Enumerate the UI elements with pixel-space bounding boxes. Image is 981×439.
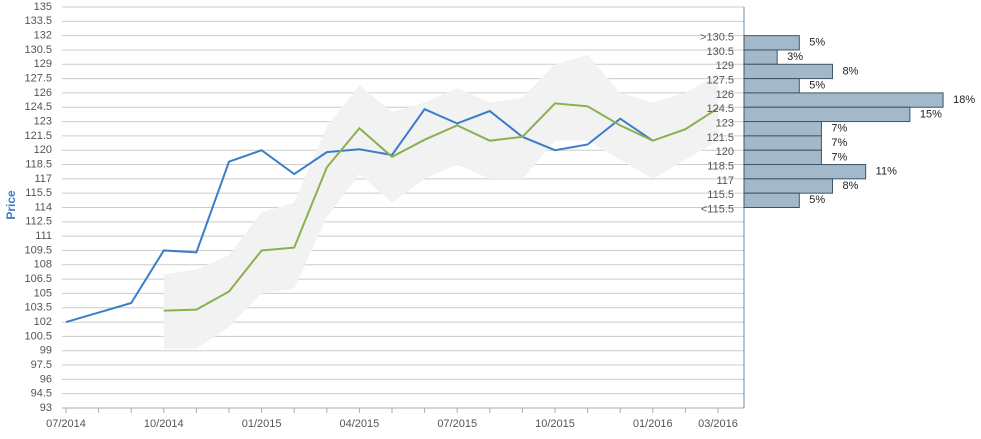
hist-bar [743, 78, 800, 94]
hist-label: 118.5 [707, 160, 734, 172]
y-tick-label: 94.5 [31, 388, 52, 400]
y-tick-label: 133.5 [24, 15, 52, 27]
x-tick-label: 10/2015 [535, 418, 575, 430]
x-tick-label: 01/2015 [242, 418, 282, 430]
x-tick-label: 07/2014 [46, 418, 86, 430]
hist-value-label: 11% [876, 166, 897, 178]
hist-bar [743, 121, 822, 137]
x-tick-label: 10/2014 [144, 418, 184, 430]
y-tick-label: 109.5 [24, 244, 52, 256]
price-line [65, 107, 654, 324]
y-tick-label: 93 [40, 402, 52, 414]
hist-bar [743, 106, 911, 123]
y-tick-label: 96 [40, 373, 52, 385]
y-tick-label: 132 [34, 30, 52, 42]
y-tick-label: 115.5 [25, 187, 52, 199]
x-tick-label: 03/2016 [698, 418, 738, 430]
hist-bar [743, 92, 944, 108]
hist-value-label: 7% [831, 137, 847, 149]
y-tick-label: 120 [34, 144, 52, 156]
y-tick-label: 123 [34, 115, 52, 127]
y-tick-label: 117 [34, 173, 52, 185]
hist-value-label: 7% [831, 123, 847, 135]
x-tick-label: 07/2015 [437, 418, 477, 430]
hist-label: 124.5 [706, 103, 734, 115]
y-tick-label: 102 [34, 316, 52, 328]
y-tick-label: 103.5 [24, 302, 52, 314]
hist-bar [743, 135, 822, 151]
y-tick-label: 108 [34, 259, 52, 271]
y-tick-label: 105 [34, 287, 52, 299]
y-tick-label: 126 [34, 87, 52, 99]
y-tick-label: 114 [34, 201, 52, 213]
hist-bar [743, 178, 833, 194]
hist-bar [743, 149, 822, 166]
hist-value-label: 5% [809, 80, 825, 92]
y-tick-label: 118.5 [25, 158, 52, 170]
hist-bar [743, 192, 800, 209]
x-tick-label: 01/2016 [633, 418, 673, 430]
y-tick-label: 100.5 [24, 330, 52, 342]
y-tick-label: 97.5 [31, 359, 52, 371]
y-tick-label: 121.5 [24, 130, 52, 142]
y-tick-label: 130.5 [24, 44, 52, 56]
y-tick-label: 112.5 [25, 216, 52, 228]
hist-label: <115.5 [701, 203, 734, 215]
hist-label: >130.5 [700, 32, 734, 44]
y-tick-label: 111 [35, 230, 52, 242]
hist-value-label: 5% [809, 194, 825, 206]
price-line [163, 102, 719, 312]
hist-bar [743, 164, 867, 180]
x-tick-label: 04/2015 [340, 418, 380, 430]
hist-value-label: 7% [831, 151, 847, 163]
y-tick-label: 106.5 [24, 273, 52, 285]
hist-value-label: 8% [842, 180, 858, 192]
hist-value-label: 18% [953, 94, 975, 106]
hist-value-label: 15% [920, 108, 942, 120]
y-tick-label: 135 [34, 1, 52, 13]
hist-label: 120 [716, 146, 734, 158]
hist-bar [743, 35, 800, 51]
hist-label: 117 [716, 175, 734, 187]
hist-value-label: 8% [842, 65, 858, 77]
hist-label: 129 [716, 60, 734, 72]
y-tick-label: 127.5 [24, 73, 52, 85]
hist-label: 126 [716, 89, 734, 101]
hist-bar [743, 49, 778, 65]
hist-bar [743, 63, 833, 80]
range-band [163, 54, 719, 349]
hist-label: 127.5 [706, 75, 734, 87]
hist-label: 130.5 [706, 46, 734, 58]
hist-label: 123 [716, 117, 734, 129]
y-tick-label: 129 [34, 58, 52, 70]
hist-label: 121.5 [706, 132, 734, 144]
hist-value-label: 3% [787, 51, 803, 63]
y-tick-label: 99 [40, 345, 52, 357]
hist-value-label: 5% [809, 37, 825, 49]
hist-label: 115.5 [707, 189, 734, 201]
y-axis-label: Price [4, 190, 18, 220]
y-tick-label: 124.5 [24, 101, 52, 113]
